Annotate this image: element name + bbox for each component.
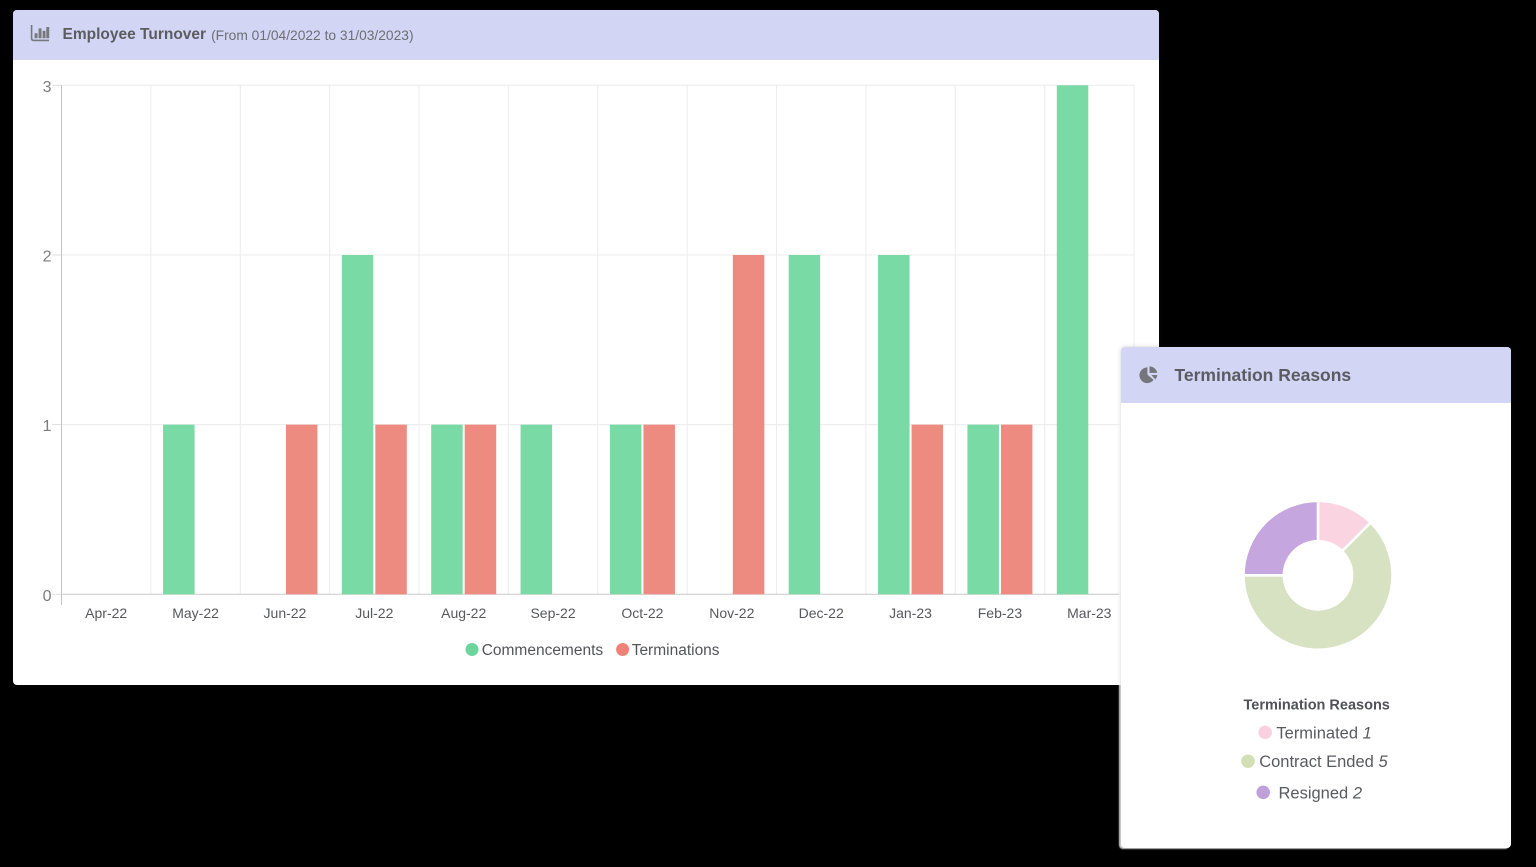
svg-text:Commencements: Commencements (482, 642, 604, 659)
svg-text:Termination Reasons: Termination Reasons (1244, 698, 1390, 714)
svg-text:Nov-22: Nov-22 (709, 605, 754, 621)
svg-text:Terminations: Terminations (632, 642, 720, 659)
svg-text:0: 0 (43, 588, 52, 605)
svg-text:Apr-22: Apr-22 (85, 605, 127, 621)
svg-text:Feb-23: Feb-23 (978, 605, 1023, 621)
svg-text:3: 3 (43, 79, 52, 96)
svg-text:Jan-23: Jan-23 (889, 605, 932, 621)
svg-text:Resigned 2: Resigned 2 (1279, 784, 1363, 802)
svg-text:Mar-23: Mar-23 (1067, 605, 1112, 621)
svg-text:Sep-22: Sep-22 (530, 605, 575, 621)
svg-text:Aug-22: Aug-22 (441, 605, 486, 621)
svg-text:Jun-22: Jun-22 (264, 605, 307, 621)
svg-text:May-22: May-22 (172, 605, 219, 621)
svg-text:Jul-22: Jul-22 (355, 605, 393, 621)
svg-text:Contract Ended 5: Contract Ended 5 (1259, 753, 1388, 771)
svg-text:2: 2 (43, 248, 52, 265)
svg-text:Oct-22: Oct-22 (621, 605, 663, 621)
svg-text:Dec-22: Dec-22 (799, 605, 844, 621)
svg-text:Terminated 1: Terminated 1 (1276, 724, 1371, 742)
svg-text:1: 1 (43, 418, 52, 435)
